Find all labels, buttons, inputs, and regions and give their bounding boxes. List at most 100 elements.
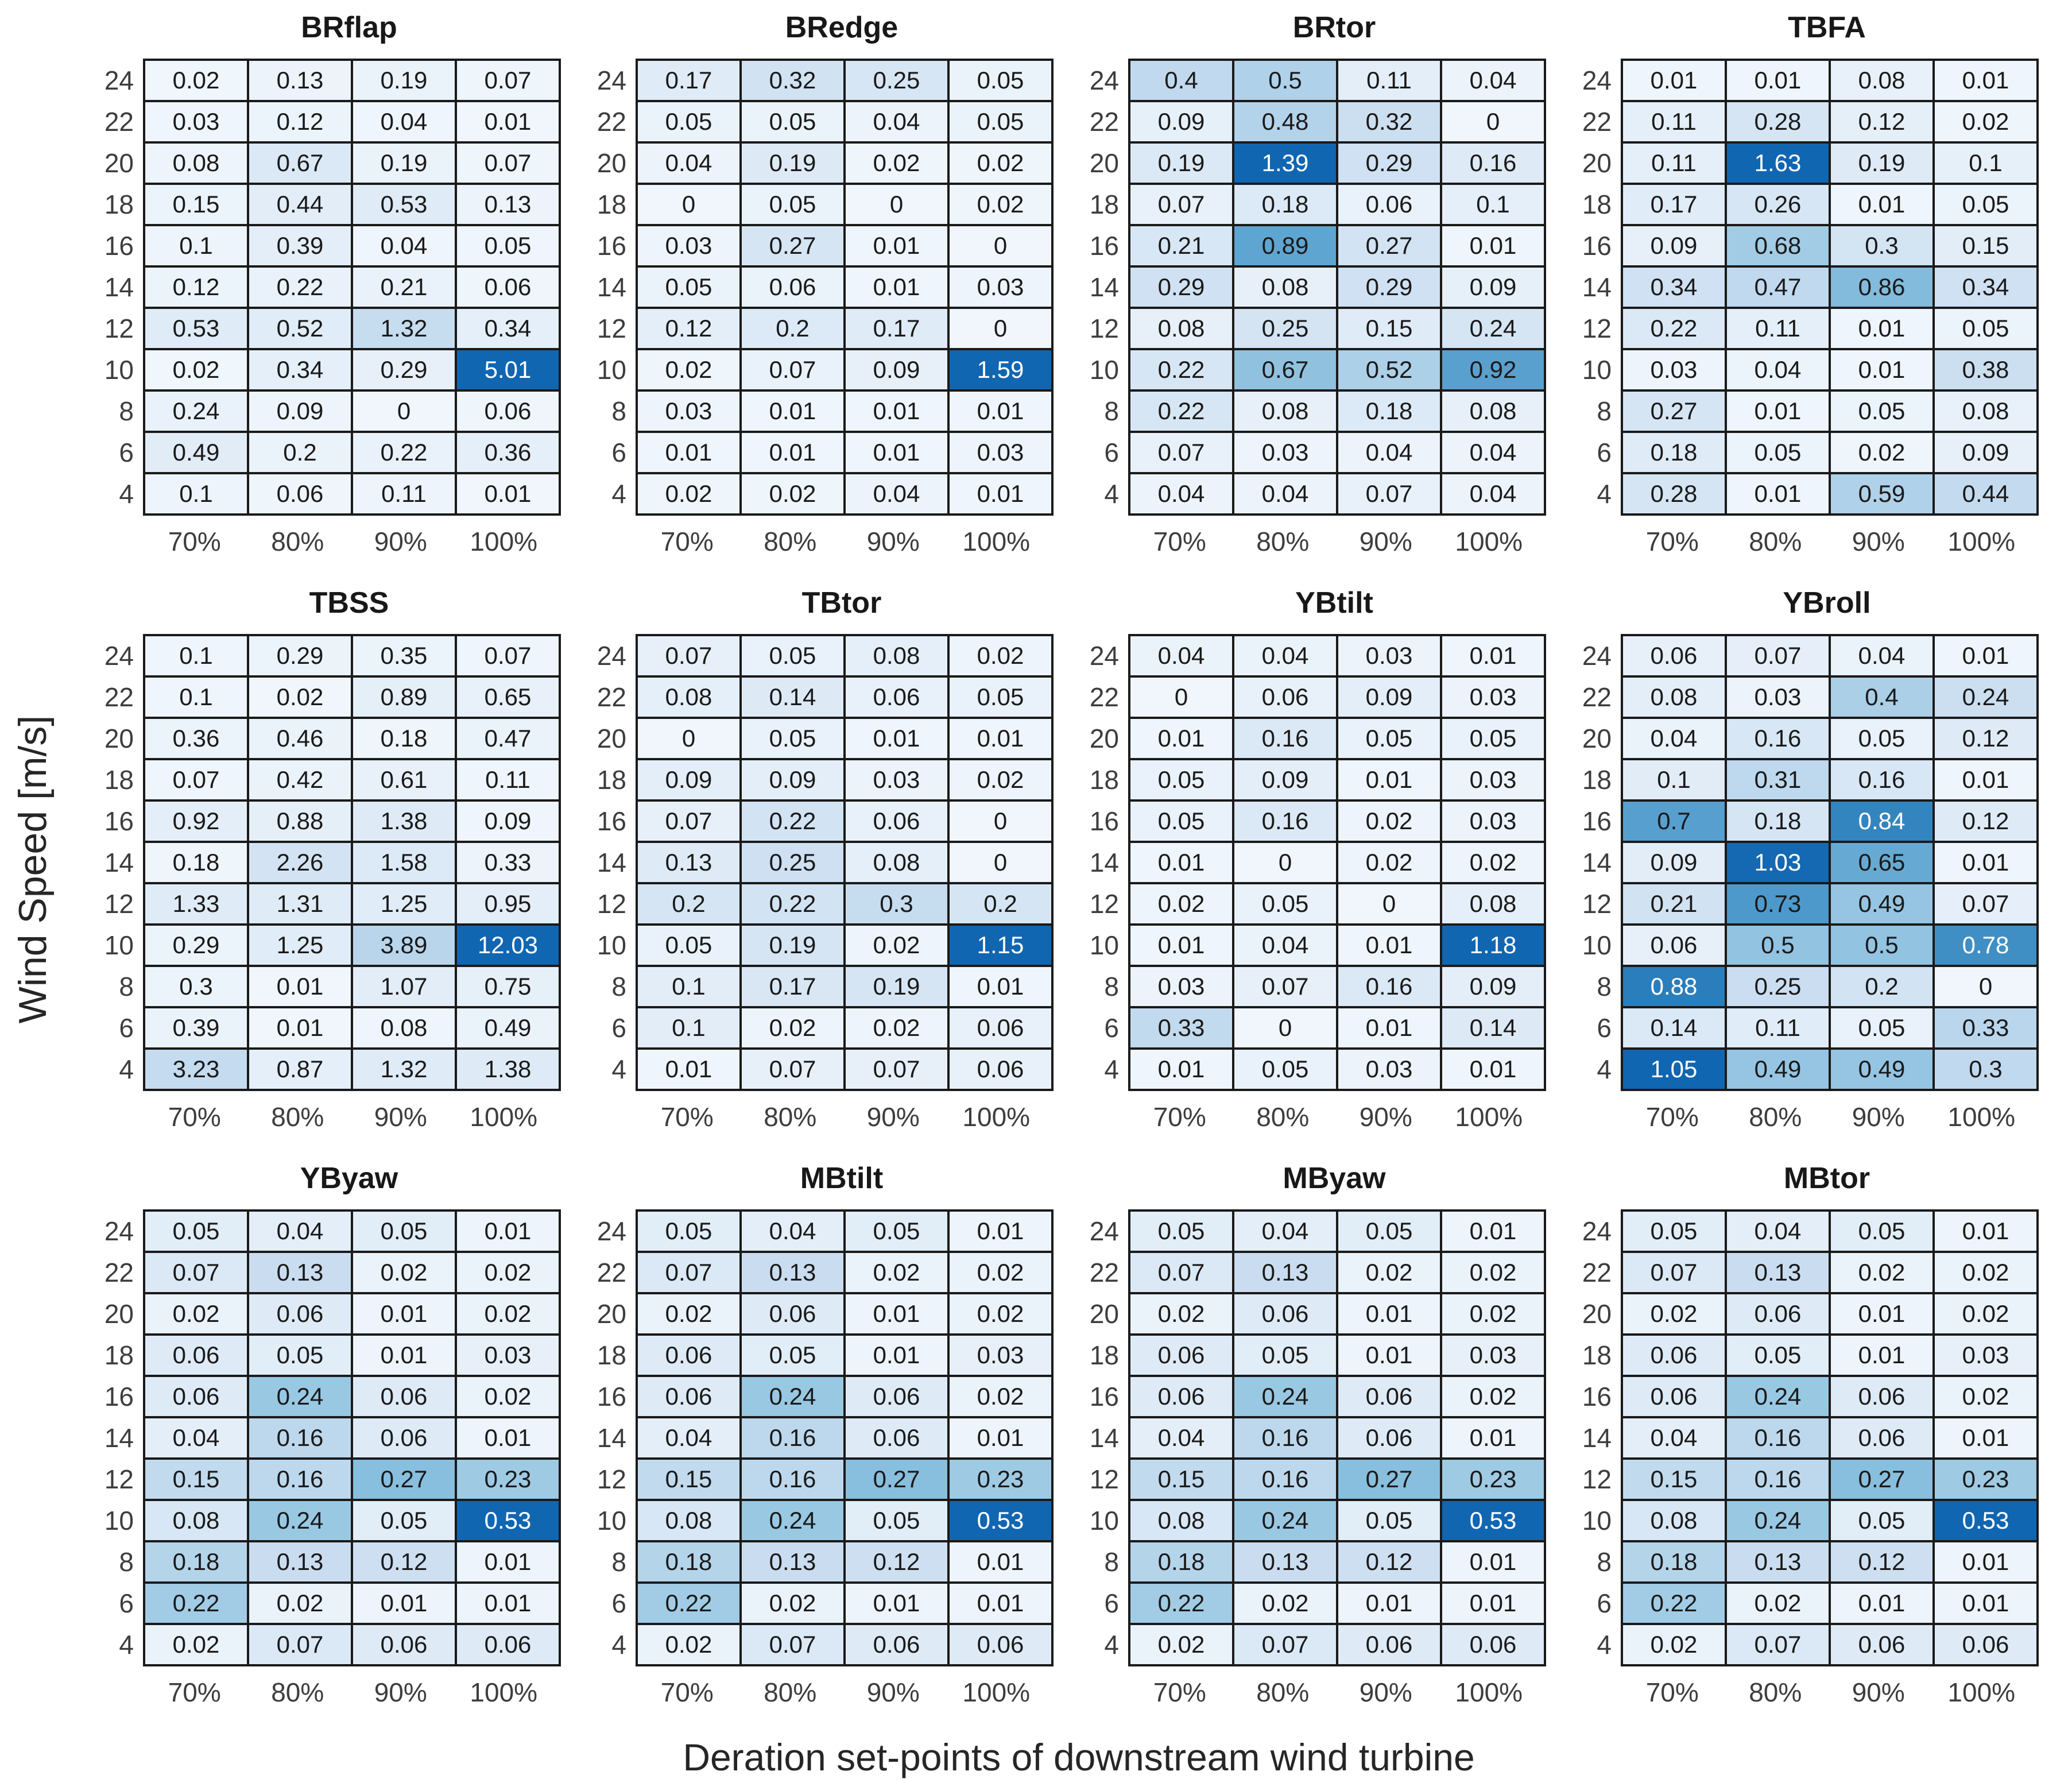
heatmap-cell: 0.01	[1829, 1292, 1935, 1336]
x-tick-labels: 70% 80% 90% 100%	[143, 1677, 555, 1708]
heatmap-cell: 0.15	[1932, 224, 2039, 268]
y-tick-label: 20	[1582, 1299, 1612, 1329]
heatmap-table: 0.02 0.13 0.19 0.07 0.03 0.12 0.04 0.01 0.08 0.67…	[143, 59, 561, 516]
heatmap-row: 0.06 0.05 0.01 0.03	[636, 1333, 1054, 1377]
heatmap-cell: 0.07	[1232, 965, 1338, 1008]
x-tick-label: 70%	[660, 1102, 714, 1132]
heatmap-cell: 0.04	[1440, 431, 1546, 474]
heatmap-cell: 0	[636, 183, 742, 226]
heatmap-panel-BRflap: BRflap 24 22 20 18 16 14 12 10 8 6 4 0.02 0.13 0.19 0.0…	[86, 9, 579, 557]
y-tick-label: 22	[1582, 682, 1612, 712]
panel-row: YByaw 24 22 20 18 16 14 12 10 8 6 4 0.05 0.04 0.05 0.01…	[86, 1160, 2061, 1708]
heatmap-cell: 0.04	[143, 1416, 249, 1460]
heatmap-row: 0.02 0.05 0 0.08	[1128, 882, 1546, 926]
heatmap-cell: 0.12	[247, 100, 353, 144]
heatmap-cell: 0.06	[351, 1416, 457, 1460]
heatmap-cell: 0.03	[1725, 675, 1831, 719]
heatmap-row: 0.01 0.16 0.05 0.05	[1128, 717, 1546, 760]
y-tick-label: 4	[611, 1054, 626, 1084]
heatmap-cell: 0.02	[947, 1375, 1054, 1418]
heatmap-cell: 0.1	[1440, 183, 1546, 226]
heatmap-cell: 0.06	[843, 1623, 950, 1666]
heatmap-cell: 0.05	[455, 224, 561, 268]
x-tick-label: 80%	[1749, 1102, 1802, 1132]
y-tick-label: 4	[1597, 1630, 1612, 1660]
x-tick-labels: 70% 80% 90% 100%	[636, 1101, 1048, 1132]
y-tick-labels: 24 22 20 18 16 14 12 10 8 6 4	[579, 1209, 636, 1666]
heatmap-panel-TBtor: TBtor 24 22 20 18 16 14 12 10 8 6 4 0.07 0.05 0.08 0.02…	[579, 585, 1071, 1132]
heatmap-cell: 0.01	[1932, 841, 2039, 884]
heatmap-cell: 0.06	[1932, 1623, 2039, 1666]
heatmap-cell: 0.07	[143, 758, 249, 802]
y-tick-label: 24	[1582, 1216, 1612, 1246]
heatmap-cell: 3.89	[351, 923, 457, 967]
heatmap-cell: 0.22	[1128, 389, 1234, 433]
heatmap-cell: 0.19	[351, 59, 457, 102]
heatmap-cell: 0.95	[455, 882, 561, 926]
heatmap-cell: 0.68	[1725, 224, 1831, 268]
heatmap-cell: 0.02	[1440, 1251, 1546, 1294]
x-tick-label: 70%	[1645, 527, 1699, 556]
heatmap-row: 0.1 0.02 0.02 0.06	[636, 1006, 1054, 1050]
y-tick-label: 8	[119, 1547, 134, 1577]
heatmap-row: 0.21 0.73 0.49 0.07	[1621, 882, 2039, 926]
heatmap-cell: 0.01	[1932, 1581, 2039, 1625]
heatmap-cell: 0.01	[247, 1006, 353, 1050]
heatmap-row: 0.36 0.46 0.18 0.47	[143, 717, 561, 760]
heatmap-cell: 0.01	[1440, 1540, 1546, 1584]
heatmap-cell: 0.01	[1932, 634, 2039, 678]
heatmap-cell: 0.23	[1932, 1457, 2039, 1501]
x-tick-label: 100%	[1455, 1677, 1523, 1707]
y-tick-labels: 24 22 20 18 16 14 12 10 8 6 4	[1071, 634, 1128, 1091]
y-tick-label: 24	[104, 65, 134, 95]
heatmap-cell: 0	[1440, 100, 1546, 144]
y-tick-label: 12	[597, 1464, 626, 1494]
y-tick-label: 22	[597, 682, 626, 712]
heatmap-cell: 0.02	[1440, 1292, 1546, 1336]
panel-title: YBroll	[1783, 586, 1871, 620]
y-tick-label: 14	[1582, 1423, 1612, 1453]
panel-body: 24 22 20 18 16 14 12 10 8 6 4 0.07 0.05 0.08 0.02 0.08 0…	[579, 634, 1071, 1091]
heatmap-cell: 0.49	[1829, 1047, 1935, 1091]
heatmap-cell: 0.13	[636, 841, 742, 884]
heatmap-cell: 0.25	[739, 841, 846, 884]
heatmap-cell: 0.01	[1336, 758, 1442, 802]
heatmap-cell: 0.88	[247, 799, 353, 843]
heatmap-cell: 0.05	[1621, 1209, 1727, 1253]
heatmap-cell: 0.05	[351, 1499, 457, 1542]
heatmap-cell: 0.1	[1932, 141, 2039, 185]
heatmap-cell: 0.04	[843, 100, 950, 144]
heatmap-cell: 0.33	[1128, 1006, 1234, 1050]
heatmap-cell: 0.02	[843, 923, 950, 967]
heatmap-cell: 0.32	[739, 59, 846, 102]
heatmap-cell: 0.12	[143, 265, 249, 309]
heatmap-cell: 0.2	[636, 882, 742, 926]
heatmap-cell: 0.09	[1621, 841, 1727, 884]
heatmap-cell: 0.18	[1336, 389, 1442, 433]
x-tick-label: 70%	[168, 1677, 221, 1707]
x-tick-labels: 70% 80% 90% 100%	[1621, 1101, 2033, 1132]
heatmap-panel-YBtilt: YBtilt 24 22 20 18 16 14 12 10 8 6 4 0.04 0.04 0.03 0.0…	[1071, 585, 1564, 1132]
y-tick-label: 18	[1089, 765, 1119, 795]
heatmap-cell: 0.09	[843, 348, 950, 392]
x-tick-label: 80%	[271, 1102, 324, 1132]
heatmap-cell: 0.01	[1829, 1333, 1935, 1377]
panel-body: 24 22 20 18 16 14 12 10 8 6 4 0.05 0.04 0.05 0.01 0.07 0…	[1071, 1209, 1564, 1666]
heatmap-row: 0.07 0.03 0.04 0.04	[1128, 431, 1546, 474]
y-tick-label: 8	[1104, 1547, 1119, 1577]
heatmap-cell: 0.01	[1440, 1047, 1546, 1091]
heatmap-row: 0.22 0.02 0.01 0.01	[636, 1581, 1054, 1625]
heatmap-cell: 0.05	[1128, 758, 1234, 802]
heatmap-cell: 0.1	[143, 675, 249, 719]
y-tick-label: 12	[1582, 1464, 1612, 1494]
y-tick-label: 10	[1089, 1506, 1119, 1536]
y-tick-label: 8	[119, 972, 134, 1001]
heatmap-panel-MBtor: MBtor 24 22 20 18 16 14 12 10 8 6 4 0.05 0.04 0.05 0.01…	[1564, 1160, 2056, 1708]
heatmap-cell: 0.01	[1128, 841, 1234, 884]
panel-title: TBtor	[801, 586, 882, 620]
heatmap-row: 0.53 0.52 1.32 0.34	[143, 307, 561, 350]
heatmap-cell: 0.16	[1232, 1416, 1338, 1460]
heatmap-cell: 0.52	[247, 307, 353, 350]
heatmap-cell: 0.06	[1725, 1292, 1831, 1336]
heatmap-row: 0.12 0.2 0.17 0	[636, 307, 1054, 350]
